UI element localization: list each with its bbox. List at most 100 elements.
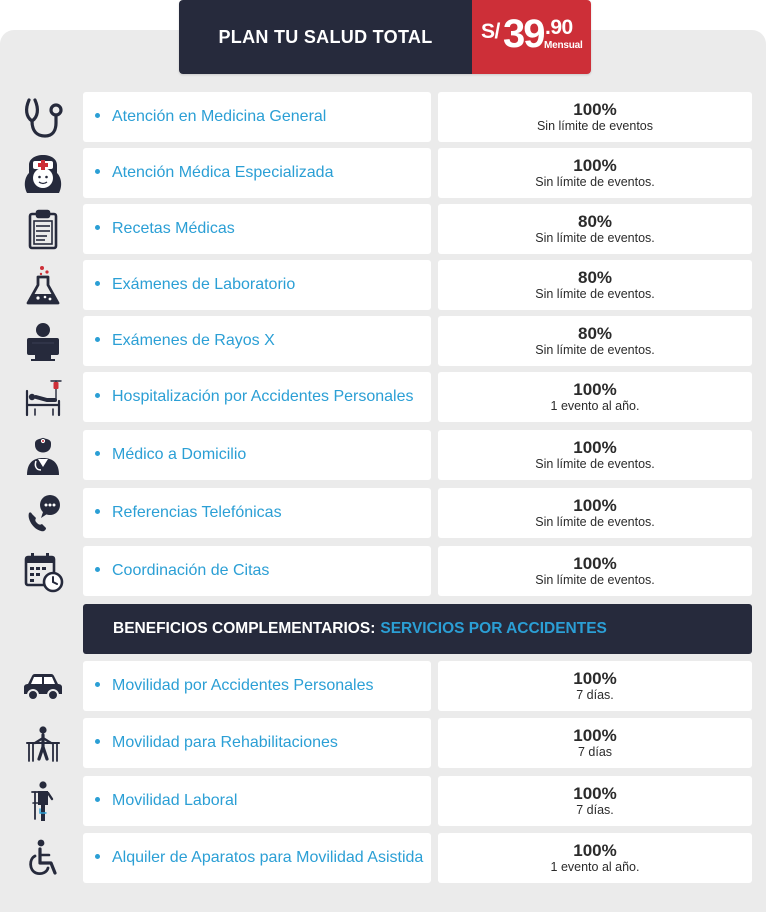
flask-icon bbox=[18, 263, 68, 307]
benefit-label-cell: Exámenes de Rayos X bbox=[83, 316, 431, 366]
coverage-percent: 100% bbox=[573, 784, 617, 803]
bullet-icon bbox=[95, 509, 100, 514]
coverage-cell: 100% Sin límite de eventos bbox=[438, 92, 752, 142]
plan-price: S/ 39 .90 Mensual bbox=[472, 0, 591, 74]
xray-icon bbox=[18, 319, 68, 363]
benefit-row: Médico a Domicilio 100% Sin límite de ev… bbox=[0, 430, 766, 480]
phone-chat-icon bbox=[18, 491, 68, 535]
bullet-icon bbox=[95, 225, 100, 230]
benefit-label: Movilidad para Rehabilitaciones bbox=[112, 734, 338, 751]
bullet-icon bbox=[95, 739, 100, 744]
section-accent: SERVICIOS POR ACCIDENTES bbox=[380, 620, 607, 637]
coverage-percent: 100% bbox=[573, 156, 617, 175]
bullet-icon bbox=[95, 169, 100, 174]
benefit-label: Movilidad Laboral bbox=[112, 792, 238, 809]
benefit-label-cell: Movilidad Laboral bbox=[83, 776, 431, 826]
benefit-label-cell: Coordinación de Citas bbox=[83, 546, 431, 596]
benefit-label: Hospitalización por Accidentes Personale… bbox=[112, 388, 414, 405]
benefit-row: Referencias Telefónicas 100% Sin límite … bbox=[0, 488, 766, 538]
coverage-cell: 100% 7 días. bbox=[438, 776, 752, 826]
benefit-label: Médico a Domicilio bbox=[112, 446, 247, 463]
coverage-percent: 100% bbox=[573, 496, 617, 515]
coverage-note: 7 días. bbox=[576, 688, 614, 702]
coverage-note: Sin límite de eventos bbox=[536, 119, 654, 133]
coverage-note: Sin límite de eventos. bbox=[535, 457, 655, 471]
coverage-note: Sin límite de eventos. bbox=[535, 573, 655, 587]
benefit-row: Coordinación de Citas 100% Sin límite de… bbox=[0, 546, 766, 596]
coverage-note: 7 días bbox=[577, 745, 613, 759]
price-integer: 39 bbox=[503, 12, 545, 56]
benefit-label-cell: Atención en Medicina General bbox=[83, 92, 431, 142]
doctor-icon bbox=[18, 433, 68, 477]
coverage-note: Sin límite de eventos. bbox=[535, 287, 655, 301]
bullet-icon bbox=[95, 337, 100, 342]
benefit-label: Recetas Médicas bbox=[112, 220, 235, 237]
price-currency: S/ bbox=[481, 20, 500, 43]
coverage-cell: 100% 7 días bbox=[438, 718, 752, 768]
clipboard-icon bbox=[18, 207, 68, 251]
coverage-note: 7 días. bbox=[576, 803, 614, 817]
coverage-cell: 100% Sin límite de eventos. bbox=[438, 430, 752, 480]
rehab-walker-icon bbox=[18, 721, 68, 765]
coverage-note: Sin límite de eventos. bbox=[535, 231, 655, 245]
benefit-row: Exámenes de Laboratorio 80% Sin límite d… bbox=[0, 260, 766, 310]
complementary-row: Alquiler de Aparatos para Movilidad Asis… bbox=[0, 833, 766, 883]
crutch-person-icon bbox=[18, 779, 68, 823]
stethoscope-icon bbox=[18, 95, 68, 139]
coverage-percent: 100% bbox=[573, 100, 617, 119]
benefit-row: Recetas Médicas 80% Sin límite de evento… bbox=[0, 204, 766, 254]
coverage-percent: 100% bbox=[573, 438, 617, 457]
price-period: Mensual bbox=[544, 40, 583, 51]
benefit-label-cell: Exámenes de Laboratorio bbox=[83, 260, 431, 310]
coverage-note: 1 evento al año. bbox=[550, 860, 640, 874]
benefit-label: Referencias Telefónicas bbox=[112, 504, 282, 521]
plan-title: PLAN TU SALUD TOTAL bbox=[179, 0, 472, 74]
wheelchair-icon bbox=[18, 836, 68, 880]
benefit-label: Atención Médica Especializada bbox=[112, 164, 334, 181]
coverage-cell: 100% Sin límite de eventos. bbox=[438, 148, 752, 198]
benefit-label: Atención en Medicina General bbox=[112, 108, 327, 125]
bullet-icon bbox=[95, 854, 100, 859]
complementary-row: Movilidad por Accidentes Personales 100%… bbox=[0, 661, 766, 711]
benefit-row: Atención Médica Especializada 100% Sin l… bbox=[0, 148, 766, 198]
benefit-label-cell: Movilidad para Rehabilitaciones bbox=[83, 718, 431, 768]
benefit-label: Movilidad por Accidentes Personales bbox=[112, 677, 374, 694]
benefit-label-cell: Referencias Telefónicas bbox=[83, 488, 431, 538]
complementary-row: Movilidad Laboral 100% 7 días. bbox=[0, 776, 766, 826]
coverage-percent: 100% bbox=[573, 669, 617, 688]
coverage-percent: 100% bbox=[573, 554, 617, 573]
bullet-icon bbox=[95, 281, 100, 286]
complementary-row: Movilidad para Rehabilitaciones 100% 7 d… bbox=[0, 718, 766, 768]
benefit-label-cell: Movilidad por Accidentes Personales bbox=[83, 661, 431, 711]
benefit-label: Alquiler de Aparatos para Movilidad Asis… bbox=[112, 849, 424, 866]
bullet-icon bbox=[95, 567, 100, 572]
bullet-icon bbox=[95, 797, 100, 802]
bullet-icon bbox=[95, 451, 100, 456]
benefit-label: Exámenes de Laboratorio bbox=[112, 276, 296, 293]
coverage-percent: 80% bbox=[577, 268, 613, 287]
coverage-percent: 80% bbox=[577, 212, 613, 231]
coverage-cell: 80% Sin límite de eventos. bbox=[438, 316, 752, 366]
coverage-note: 1 evento al año. bbox=[550, 399, 640, 413]
bullet-icon bbox=[95, 113, 100, 118]
car-icon bbox=[18, 664, 68, 708]
benefit-label-cell: Médico a Domicilio bbox=[83, 430, 431, 480]
nurse-icon bbox=[18, 151, 68, 195]
section-title: BENEFICIOS COMPLEMENTARIOS: bbox=[113, 620, 376, 637]
plan-header: PLAN TU SALUD TOTAL S/ 39 .90 Mensual bbox=[179, 0, 591, 74]
bullet-icon bbox=[95, 682, 100, 687]
coverage-cell: 80% Sin límite de eventos. bbox=[438, 260, 752, 310]
complementary-section-header: BENEFICIOS COMPLEMENTARIOS: SERVICIOS PO… bbox=[83, 604, 752, 654]
coverage-percent: 100% bbox=[573, 380, 617, 399]
hospital-bed-icon bbox=[18, 375, 68, 419]
coverage-cell: 100% 1 evento al año. bbox=[438, 372, 752, 422]
calendar-clock-icon bbox=[18, 549, 68, 593]
coverage-cell: 80% Sin límite de eventos. bbox=[438, 204, 752, 254]
coverage-cell: 100% 1 evento al año. bbox=[438, 833, 752, 883]
coverage-percent: 100% bbox=[573, 726, 617, 745]
bullet-icon bbox=[95, 393, 100, 398]
benefit-row: Hospitalización por Accidentes Personale… bbox=[0, 372, 766, 422]
benefit-label-cell: Hospitalización por Accidentes Personale… bbox=[83, 372, 431, 422]
coverage-note: Sin límite de eventos. bbox=[535, 175, 655, 189]
coverage-note: Sin límite de eventos. bbox=[535, 515, 655, 529]
